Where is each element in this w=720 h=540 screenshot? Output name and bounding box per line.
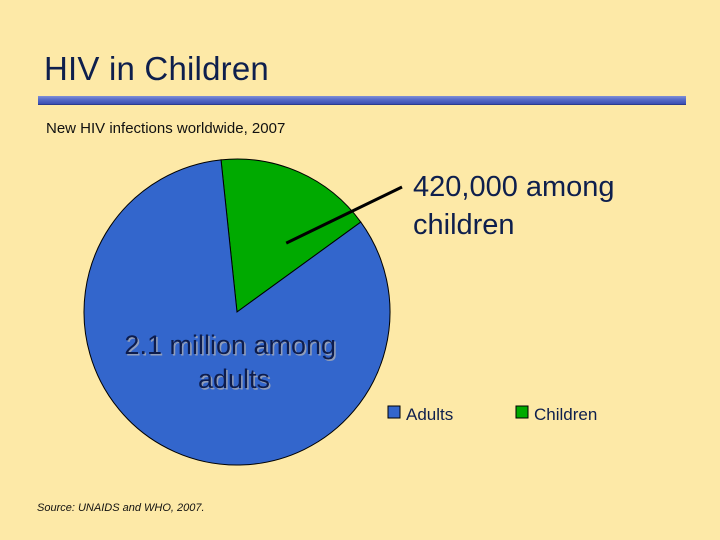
adults-label-line-2: adults — [198, 364, 270, 394]
adults-label-line-1: 2.1 million among — [124, 330, 336, 360]
children-label-line-1: 420,000 among — [413, 171, 615, 203]
children-label: 420,000 among children — [413, 171, 623, 241]
pie-slice-adults — [83, 159, 391, 466]
children-leader-line — [285, 185, 403, 245]
legend-label-adults: Adults — [406, 405, 453, 424]
legend-swatch-children — [515, 405, 529, 419]
slide-title: HIV in Children — [44, 50, 269, 87]
source-note: Source: UNAIDS and WHO, 2007. — [37, 502, 205, 514]
title-underline — [38, 96, 686, 105]
chart-subtitle: New HIV infections worldwide, 2007 — [46, 120, 286, 137]
adults-label: 2.1 million among adults — [124, 330, 343, 394]
legend-swatch-adults — [387, 405, 401, 419]
children-label-line-2: children — [413, 209, 515, 241]
legend-label-children: Children — [534, 405, 597, 424]
legend: Adults Children — [387, 405, 597, 424]
